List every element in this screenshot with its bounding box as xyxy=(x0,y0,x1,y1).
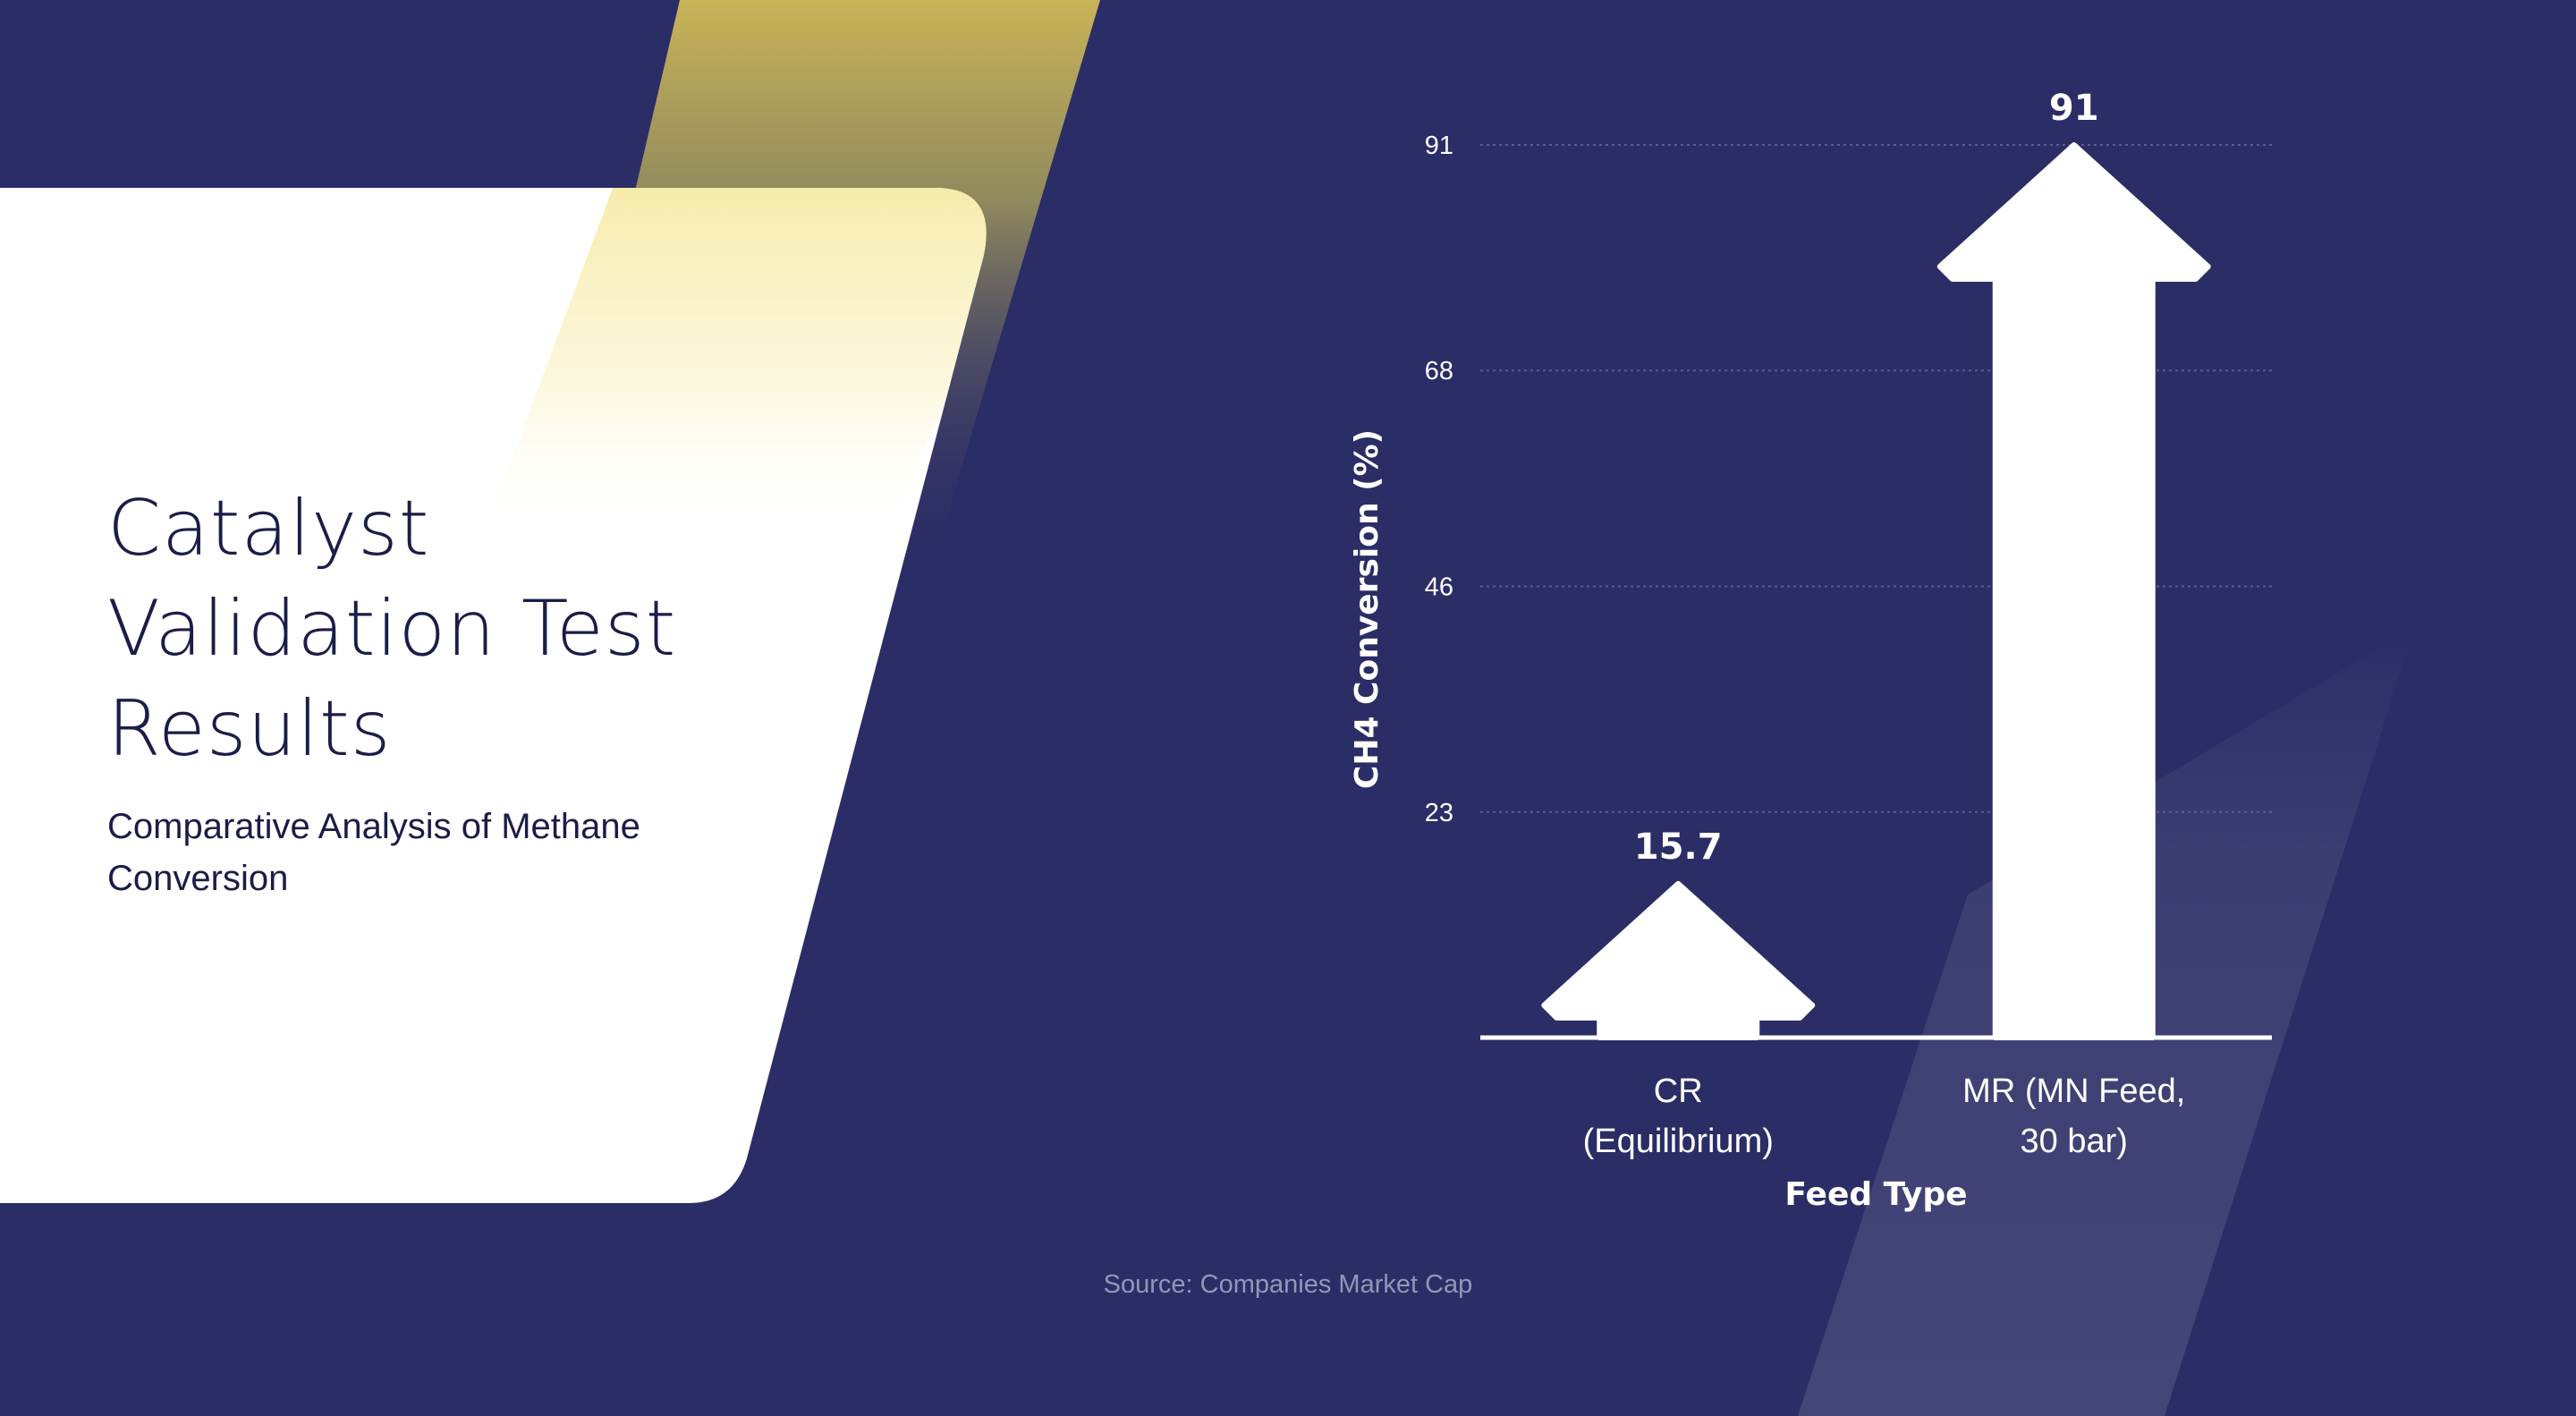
x-tick-label: MR (MN Feed, 30 bar) xyxy=(1962,1073,2185,1160)
x-axis-categories: CR (Equilibrium) MR (MN Feed, 30 bar) xyxy=(1583,1073,2186,1160)
y-tick-label: 68 xyxy=(1425,357,1453,386)
x-axis-label: Feed Type xyxy=(1784,1176,1967,1213)
data-label: 15.7 xyxy=(1634,827,1723,868)
x-tick-label: CR (Equilibrium) xyxy=(1583,1073,1774,1160)
y-axis-ticks: 23 46 68 91 xyxy=(1425,131,1453,827)
bar-arrow xyxy=(1940,145,2208,1038)
bars: 15.7 91 xyxy=(1544,88,2208,1038)
bar-arrow xyxy=(1544,884,1812,1038)
data-label: 91 xyxy=(2049,88,2099,129)
source-note: Source: Companies Market Cap xyxy=(0,1270,2576,1300)
y-tick-label: 46 xyxy=(1425,573,1453,602)
y-axis-label: CH4 Conversion (%) xyxy=(1349,429,1385,789)
y-tick-label: 91 xyxy=(1425,131,1453,160)
y-tick-label: 23 xyxy=(1425,799,1453,827)
